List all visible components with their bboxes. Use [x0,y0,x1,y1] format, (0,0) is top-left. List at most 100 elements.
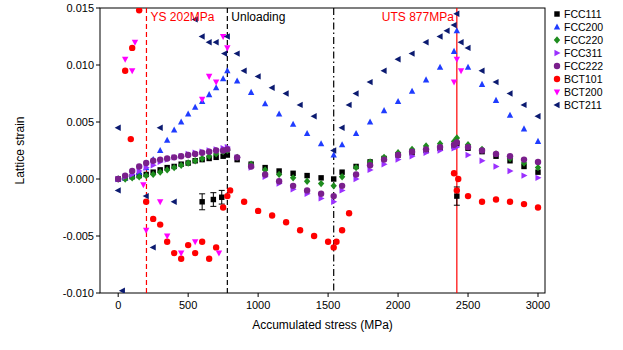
point [248,163,254,169]
legend-marker [554,76,560,82]
point [192,158,197,163]
series [115,134,541,189]
x-tick-label: 2000 [386,299,410,311]
point [339,227,345,233]
error-cap [210,206,216,207]
point [150,171,156,178]
point [234,154,240,161]
point [192,157,198,164]
annotation-text: Unloading [231,10,285,24]
legend-label: FCC222 [564,60,603,72]
y-tick-label: 0.015 [66,2,94,14]
point [465,193,471,199]
x-tick-label: 1000 [246,299,270,311]
x-tick-label: 2500 [456,299,480,311]
point [453,11,459,17]
point [219,195,224,200]
point [150,244,156,250]
point [234,154,240,160]
point [178,162,184,169]
point [451,48,457,54]
point [290,174,296,181]
point [318,140,324,146]
point [178,251,184,257]
point [213,147,219,153]
point [507,112,513,118]
point [367,79,373,85]
point [507,168,513,174]
point [224,33,230,39]
point [535,159,541,165]
point [185,152,191,158]
point [179,153,185,159]
point [164,155,170,161]
point [311,113,317,119]
point [171,199,177,205]
y-tick-label: 0.010 [66,59,94,71]
point [115,175,121,181]
y-tick-label: -0.005 [63,230,94,242]
data-points [115,8,542,293]
y-tick [96,293,100,294]
point [132,40,138,46]
point [381,107,387,113]
point [409,50,415,56]
point [353,130,359,136]
point [395,152,400,157]
point [534,113,540,119]
annotation-line [146,8,147,293]
point [199,150,205,156]
x-tick [468,293,469,297]
point [479,146,485,153]
point [330,182,336,189]
point [493,79,499,85]
point [122,57,128,63]
error-cap [210,192,216,193]
point [318,175,323,180]
point [185,242,191,248]
point [234,77,240,83]
point [199,239,205,245]
point [122,172,128,178]
point [241,68,247,74]
point [521,201,527,207]
point [185,159,191,166]
point [224,147,230,154]
annotation-line [456,8,457,293]
point [395,152,401,158]
point [192,239,198,245]
point [318,180,324,187]
point [304,173,309,178]
point [444,28,450,34]
point [150,216,156,222]
point [458,39,464,45]
point [122,68,128,74]
y-tick [96,179,100,180]
point [276,178,282,184]
point [115,176,120,181]
point [423,146,429,152]
point [171,154,177,160]
point [330,147,336,153]
error-cap [199,209,205,210]
point [330,244,336,250]
point [171,250,177,256]
point [206,91,212,97]
point [535,175,541,181]
point [192,151,198,157]
x-tick [258,293,259,297]
point [479,81,485,87]
point [269,212,275,218]
series [116,144,542,205]
error-bar [199,194,205,210]
legend-label: BCT211 [564,99,602,111]
point [409,148,415,154]
legend-marker [554,11,559,16]
point [479,158,485,164]
y-tick-label: 0.000 [66,173,94,185]
x-tick-label: 1500 [316,299,340,311]
point [297,102,303,108]
point [507,199,513,205]
point [455,176,461,182]
point [143,160,149,166]
